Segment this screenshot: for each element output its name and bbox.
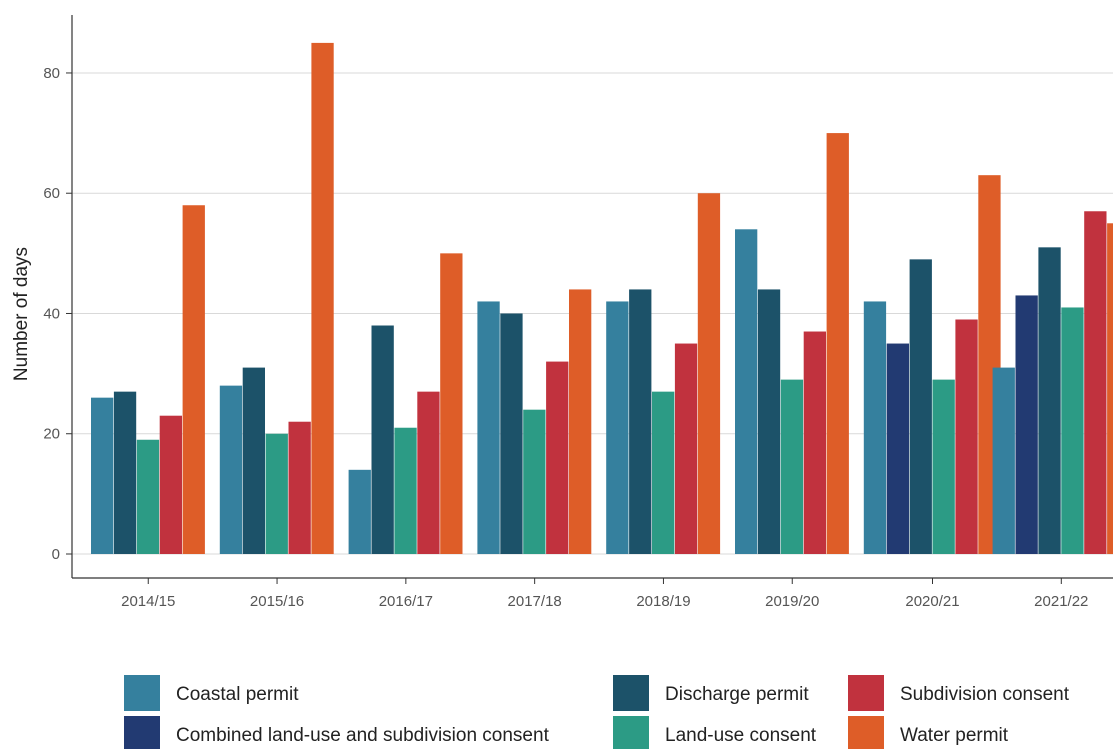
bar	[757, 289, 781, 554]
bar	[265, 433, 288, 554]
bar	[955, 319, 978, 554]
legend-label: Discharge permit	[665, 684, 809, 705]
bar	[394, 427, 417, 554]
legend-label: Subdivision consent	[900, 684, 1070, 705]
bar	[569, 289, 592, 554]
x-tick-labels: 2014/15 2015/16 2016/17 2017/18 2018/19 2019/…	[121, 578, 1088, 610]
x-tick-label: 2015/16	[250, 593, 304, 610]
legend-swatch	[124, 675, 160, 711]
y-tick-label: 20	[43, 426, 60, 443]
bar	[735, 229, 758, 554]
bar	[909, 259, 932, 554]
bar	[826, 133, 849, 554]
legend-label: Combined land-use and subdivision consen…	[176, 725, 550, 746]
bar	[803, 331, 826, 554]
y-tick-label: 80	[43, 65, 60, 82]
bar	[1107, 223, 1113, 554]
bar	[780, 379, 804, 554]
bar	[1038, 247, 1061, 554]
y-tick-labels: 0 20 40 60 80	[43, 65, 72, 563]
x-tick-label: 2014/15	[121, 593, 175, 610]
legend: Coastal permit Combined land-use and subd…	[124, 675, 1070, 752]
bar	[992, 367, 1015, 554]
x-tick-label: 2018/19	[636, 593, 690, 610]
bar	[697, 193, 721, 554]
bar	[348, 469, 371, 554]
bar	[113, 391, 137, 554]
bar	[159, 415, 182, 554]
bar	[1061, 307, 1084, 554]
legend-swatch	[613, 675, 649, 711]
bar	[288, 421, 311, 554]
bar	[182, 205, 205, 554]
bar	[417, 391, 440, 554]
bar	[242, 367, 265, 554]
y-tick-label: 40	[43, 305, 60, 322]
x-tick-label: 2016/17	[379, 593, 433, 610]
bar	[1084, 211, 1107, 554]
legend-label: Water permit	[900, 725, 1009, 746]
bar	[500, 313, 523, 554]
y-axis-title: Number of days	[11, 247, 32, 381]
bar	[91, 397, 114, 554]
bar	[652, 391, 675, 554]
bar	[219, 385, 243, 554]
legend-label: Coastal permit	[176, 684, 299, 705]
x-tick-label: 2017/18	[508, 593, 562, 610]
bar	[477, 301, 500, 554]
legend-label: Land-use consent	[665, 725, 817, 746]
bar	[674, 343, 698, 554]
legend-swatch	[613, 716, 649, 752]
bar	[371, 325, 394, 554]
bars	[91, 42, 1113, 555]
legend-swatch	[848, 675, 884, 711]
bar	[886, 343, 909, 554]
bar	[523, 409, 546, 554]
axes	[71, 15, 1113, 579]
bar	[440, 253, 463, 554]
bar	[546, 361, 569, 554]
bar	[606, 301, 629, 554]
y-tick-label: 60	[43, 185, 60, 202]
x-tick-label: 2019/20	[765, 593, 819, 610]
bar	[863, 301, 887, 554]
x-tick-label: 2021/22	[1034, 593, 1088, 610]
bar	[311, 42, 334, 555]
bar	[136, 439, 160, 554]
bar	[629, 289, 652, 554]
bar	[1015, 295, 1038, 554]
legend-swatch	[124, 716, 160, 752]
x-tick-label: 2020/21	[905, 593, 959, 610]
legend-swatch	[848, 716, 884, 752]
bar	[932, 379, 955, 554]
y-tick-label: 0	[52, 546, 60, 563]
